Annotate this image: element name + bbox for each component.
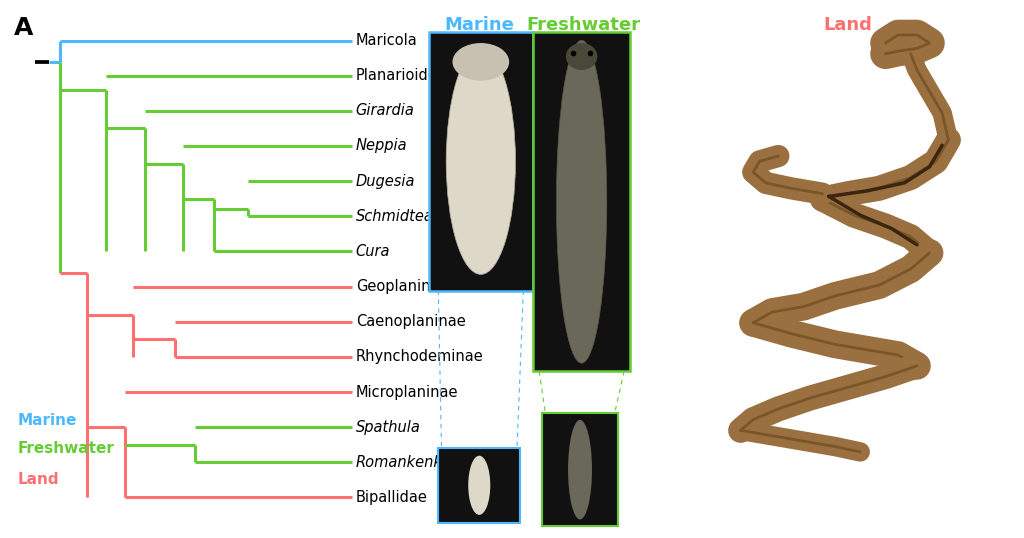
- Text: B: B: [403, 8, 423, 32]
- Text: Neppia: Neppia: [356, 138, 408, 153]
- Text: Planarioidea: Planarioidea: [356, 68, 446, 83]
- Text: Schmidtea: Schmidtea: [356, 209, 434, 224]
- Bar: [532, 32, 631, 371]
- Text: A: A: [14, 16, 34, 40]
- Text: Romankenkius: Romankenkius: [356, 455, 464, 470]
- Text: Girardia: Girardia: [356, 103, 415, 118]
- Bar: [429, 32, 532, 291]
- Text: Rhynchodeminae: Rhynchodeminae: [356, 349, 483, 364]
- Ellipse shape: [446, 48, 515, 274]
- Text: Land: Land: [823, 16, 872, 34]
- Text: Geoplaninae: Geoplaninae: [356, 279, 449, 294]
- Text: Marine: Marine: [444, 16, 514, 34]
- Text: Freshwater: Freshwater: [18, 441, 115, 456]
- Text: Dugesia: Dugesia: [356, 174, 416, 189]
- Text: Maricola: Maricola: [356, 33, 418, 48]
- Text: Caenoplaninae: Caenoplaninae: [356, 314, 466, 329]
- Text: Spathula: Spathula: [356, 420, 421, 435]
- Bar: [543, 413, 617, 526]
- Text: Freshwater: Freshwater: [526, 16, 640, 34]
- Bar: [438, 448, 520, 523]
- Ellipse shape: [468, 456, 490, 515]
- Text: 5mm: 5mm: [946, 489, 982, 503]
- Text: Bipallidae: Bipallidae: [356, 490, 428, 505]
- Ellipse shape: [453, 43, 509, 81]
- Text: Cura: Cura: [356, 244, 390, 259]
- Ellipse shape: [568, 420, 592, 520]
- Text: Microplaninae: Microplaninae: [356, 385, 459, 400]
- Ellipse shape: [556, 40, 607, 363]
- Text: Land: Land: [18, 472, 59, 487]
- Ellipse shape: [566, 43, 597, 70]
- Text: Marine: Marine: [18, 413, 77, 428]
